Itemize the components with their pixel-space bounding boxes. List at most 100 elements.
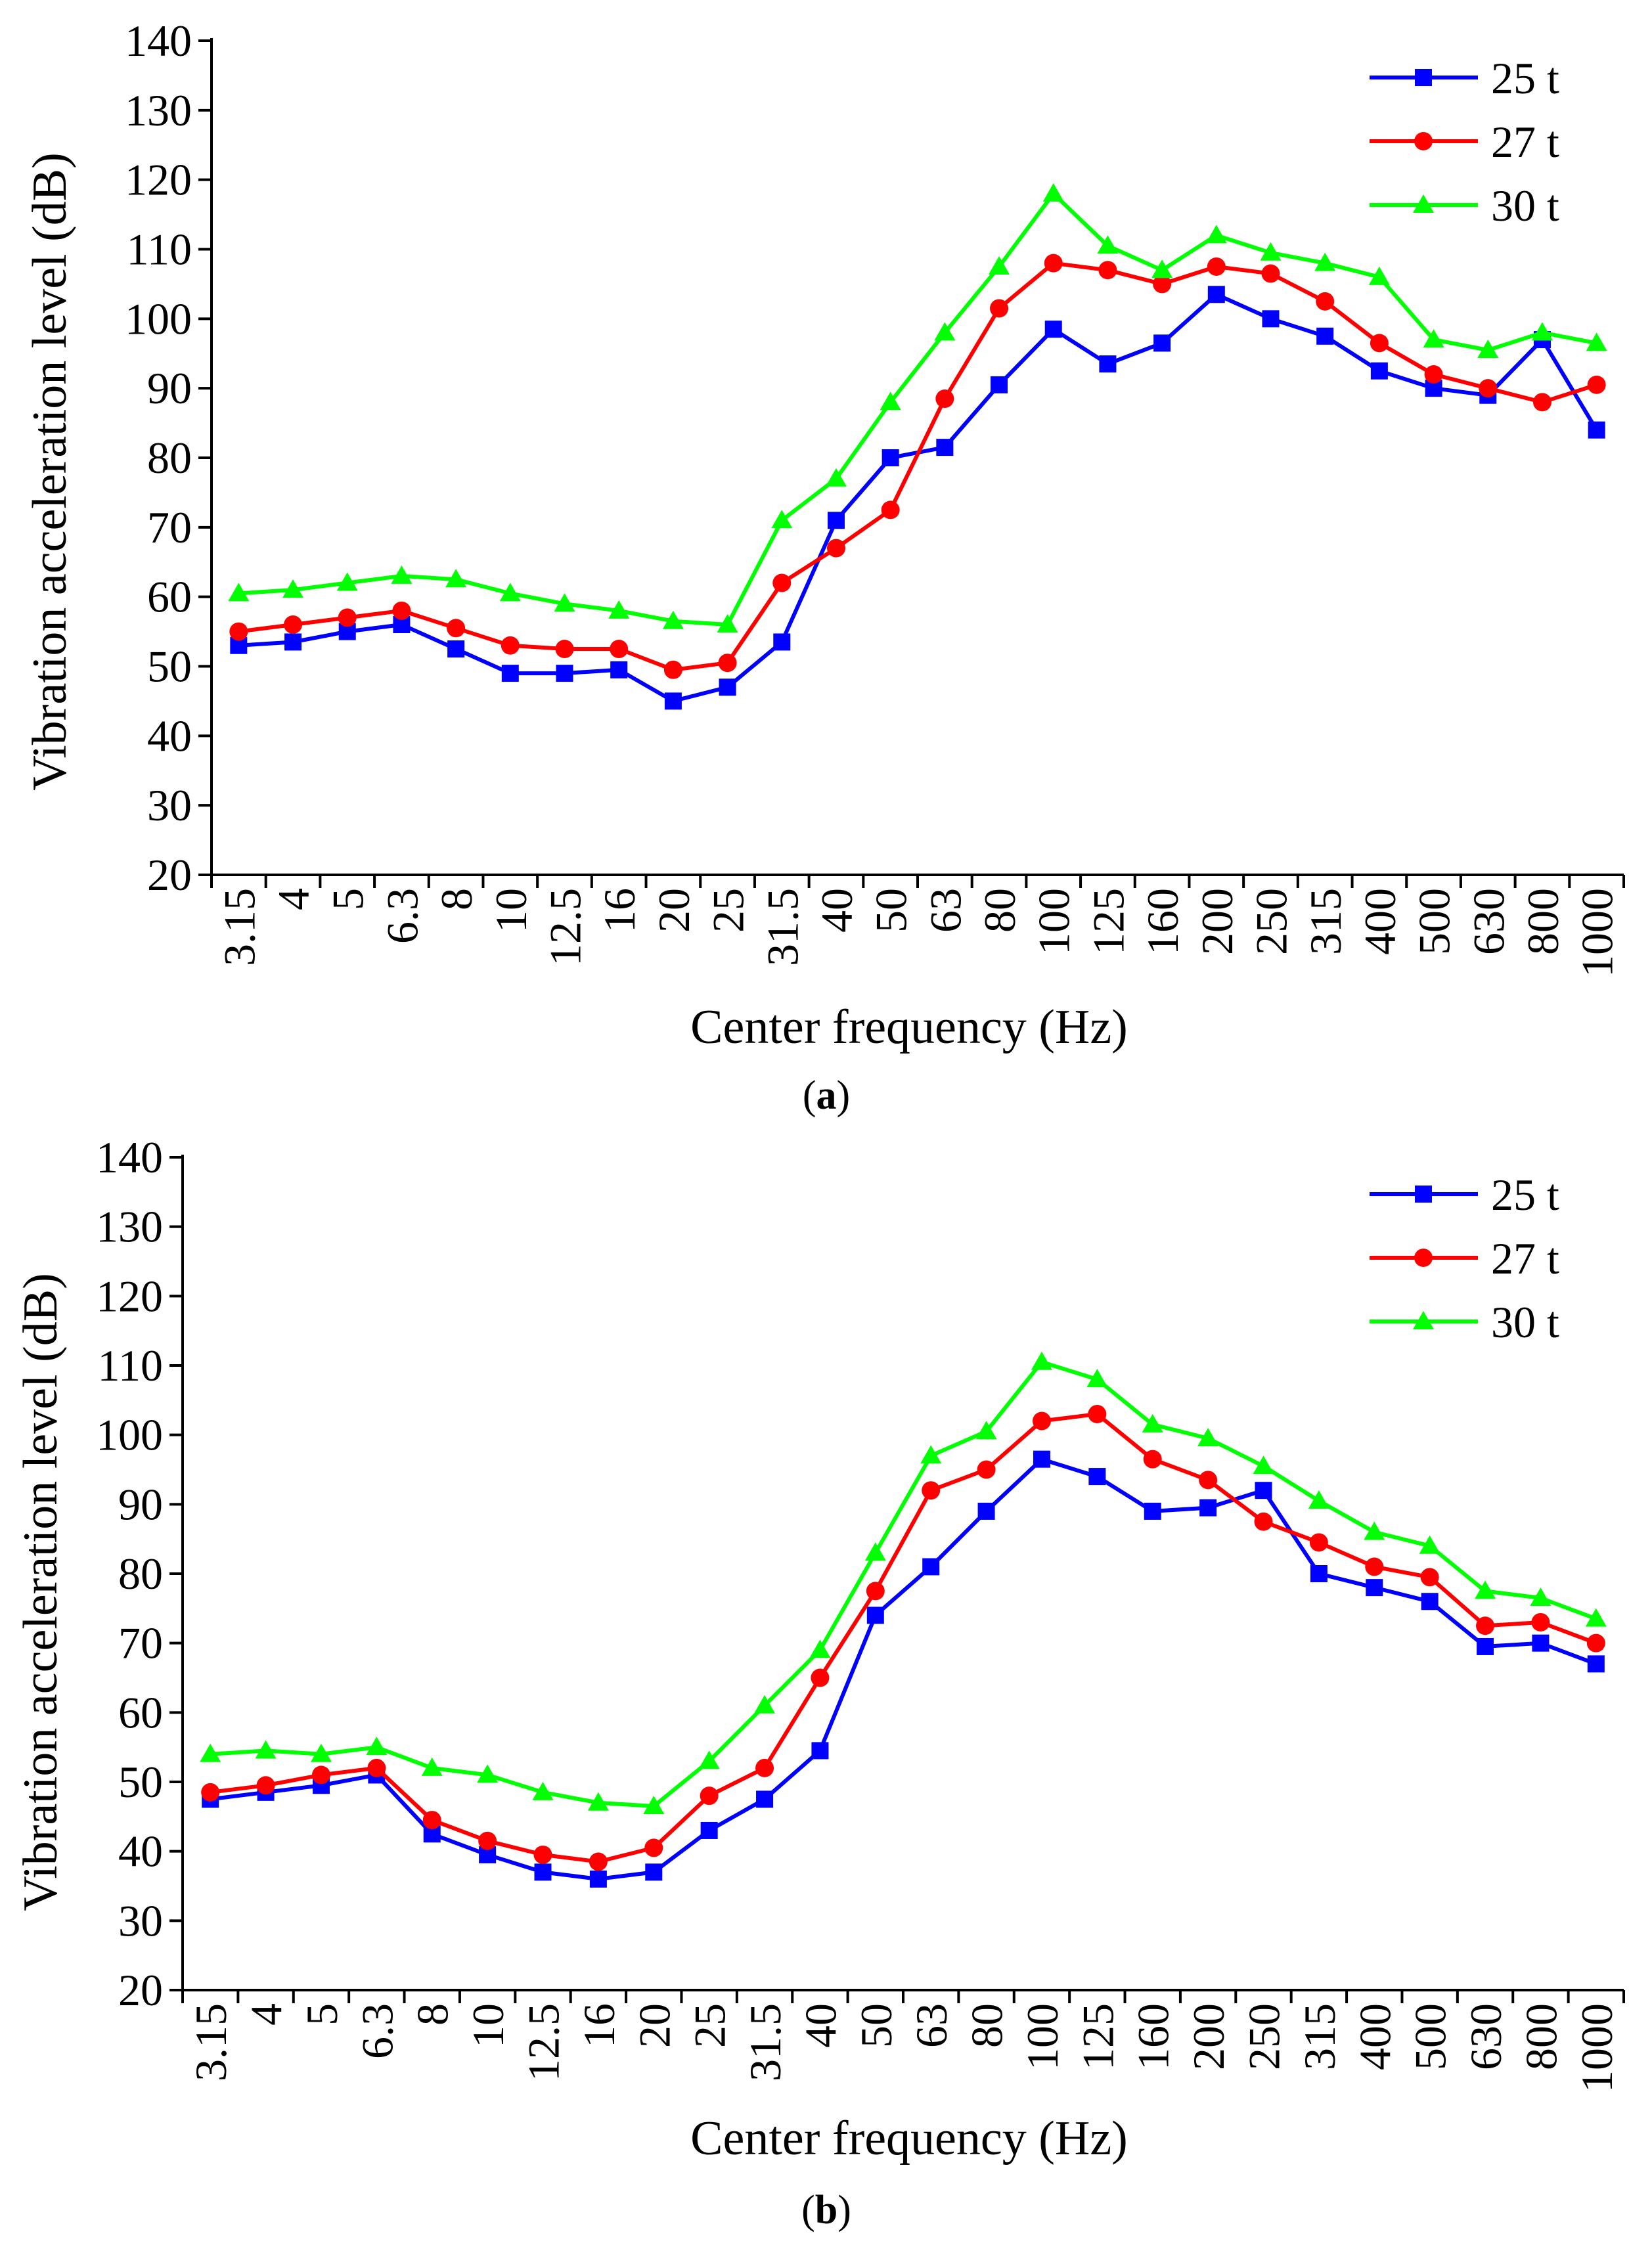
x-tick-label-a: 160 — [1138, 888, 1188, 955]
series-b-2-point-12 — [864, 1542, 886, 1561]
x-tick-label-b: 8 — [408, 2003, 458, 2026]
x-tick-label-b: 25 — [685, 2003, 735, 2048]
x-tick-label-a: 40 — [812, 888, 862, 933]
chart-panel-b: Vibration acceleration level (dB) Center… — [14, 1132, 1625, 2232]
series-a-0-point-14 — [991, 376, 1008, 393]
series-b-0-point-15 — [1033, 1450, 1050, 1468]
series-a-0-point-16 — [1099, 355, 1117, 373]
x-tick-label-b: 31.5 — [740, 2003, 790, 2081]
x-tick-label-b: 3.15 — [186, 2003, 236, 2081]
series-b-1-point-4 — [422, 1811, 441, 1830]
series-a-0-point-9 — [719, 678, 736, 696]
series-b-2-point-7 — [587, 1792, 609, 1811]
series-b-2-point-4 — [421, 1757, 443, 1776]
series-a-2-point-3 — [391, 565, 413, 584]
series-b-1-point-9 — [700, 1786, 719, 1806]
series-a-0-point-20 — [1316, 327, 1334, 345]
series-line-b-1 — [210, 1412, 1597, 1864]
series-a-2-point-25 — [1586, 332, 1607, 351]
series-b-0-point-22 — [1421, 1593, 1439, 1610]
series-a-0-point-25 — [1588, 421, 1605, 439]
legend-label-a-1: 27 t — [1491, 117, 1559, 167]
series-a-0-point-7 — [610, 661, 628, 678]
x-tick-label-a: 125 — [1083, 888, 1133, 955]
series-b-2-point-3 — [366, 1737, 388, 1756]
series-a-2-point-24 — [1531, 322, 1553, 341]
x-tick-label-a: 16 — [594, 888, 644, 933]
series-b-2-point-5 — [477, 1764, 499, 1783]
series-a-30t — [228, 183, 1607, 632]
x-tick-label-b: 10 — [463, 2003, 513, 2048]
x-tick-label-a: 200 — [1192, 888, 1242, 955]
series-b-1-point-25 — [1586, 1633, 1605, 1653]
x-tick-label-a: 100 — [1029, 888, 1079, 955]
x-tick-label-b: 5 — [297, 2003, 347, 2026]
x-tick-label-a: 6.3 — [377, 888, 427, 944]
legend-a: 25 t 27 t 30 t — [1370, 53, 1559, 231]
series-a-2-point-19 — [1260, 242, 1282, 261]
legend-marker-b-point-0 — [1415, 1186, 1432, 1203]
series-a-1-point-5 — [501, 636, 520, 655]
y-tick-label-b: 100 — [96, 1410, 163, 1460]
series-b-25t — [202, 1450, 1605, 1888]
x-tick-label-b: 6.3 — [352, 2003, 402, 2059]
series-b-0-point-6 — [534, 1863, 552, 1881]
x-tick-label-b: 4 — [242, 2003, 292, 2026]
series-a-0-point-8 — [664, 692, 682, 710]
series-line-a-2 — [238, 191, 1597, 627]
series-a-0-point-1 — [284, 633, 302, 651]
series-a-25t — [230, 286, 1605, 710]
series-b-2-point-14 — [975, 1421, 997, 1440]
series-b-2-point-22 — [1419, 1535, 1440, 1554]
series-b-2-point-11 — [809, 1639, 831, 1658]
series-b-2-point-16 — [1086, 1369, 1108, 1388]
series-b-2-point-9 — [698, 1750, 720, 1769]
x-tick-label-b: 400 — [1350, 2003, 1400, 2070]
y-tick-label-b: 30 — [118, 1896, 163, 1945]
series-a-0-point-12 — [882, 449, 899, 466]
x-tick-label-b: 160 — [1128, 2003, 1178, 2070]
y-tick-label-a: 80 — [147, 433, 192, 483]
y-tick-label-b: 70 — [118, 1618, 163, 1668]
series-b-0-point-23 — [1477, 1637, 1494, 1655]
series-b-1-point-10 — [755, 1758, 774, 1777]
series-a-1-point-11 — [826, 539, 845, 558]
series-a-2-point-12 — [880, 391, 901, 410]
series-b-2-point-20 — [1308, 1490, 1329, 1509]
x-tick-label-a: 3.15 — [214, 888, 264, 966]
series-a-1-point-15 — [1044, 254, 1063, 273]
x-tick-label-a: 80 — [975, 888, 1025, 933]
series-a-2-point-0 — [228, 583, 250, 602]
y-tick-label-b: 90 — [118, 1479, 163, 1529]
x-axis-title-b: Center frequency (Hz) — [690, 2112, 1128, 2165]
series-b-2-point-10 — [754, 1695, 776, 1714]
series-a-2-point-23 — [1477, 339, 1499, 358]
x-tick-label-a: 31.5 — [757, 888, 807, 966]
x-tick-label-a: 250 — [1247, 888, 1297, 955]
series-a-0-point-19 — [1262, 310, 1280, 328]
series-a-1-point-13 — [935, 389, 954, 409]
x-tick-label-b: 16 — [574, 2003, 624, 2048]
series-b-1-point-17 — [1143, 1450, 1162, 1469]
legend-marker-a-point-2 — [1413, 194, 1434, 213]
series-b-2-point-1 — [255, 1740, 277, 1759]
series-b-1-point-6 — [533, 1845, 552, 1864]
y-tick-label-b: 140 — [96, 1132, 163, 1182]
series-line-b-2 — [210, 1360, 1597, 1808]
y-tick-label-a: 140 — [125, 16, 192, 66]
x-tick-label-a: 400 — [1355, 888, 1405, 955]
series-b-2-point-17 — [1142, 1413, 1163, 1432]
series-a-0-point-10 — [773, 633, 791, 651]
series-a-2-point-18 — [1205, 225, 1227, 244]
series-b-0-point-7 — [589, 1870, 607, 1888]
x-tick-label-a: 50 — [866, 888, 916, 933]
legend-marker-a-point-0 — [1415, 69, 1432, 86]
series-a-1-point-16 — [1098, 261, 1117, 280]
y-tick-label-b: 120 — [96, 1271, 163, 1321]
x-tick-label-b: 80 — [962, 2003, 1012, 2048]
x-tick-label-a: 630 — [1463, 888, 1513, 955]
series-line-b-0 — [210, 1457, 1597, 1881]
legend-label-a-2: 30 t — [1491, 181, 1559, 231]
y-tick-label-a: 70 — [147, 502, 192, 552]
y-tick-label-a: 40 — [147, 711, 192, 761]
